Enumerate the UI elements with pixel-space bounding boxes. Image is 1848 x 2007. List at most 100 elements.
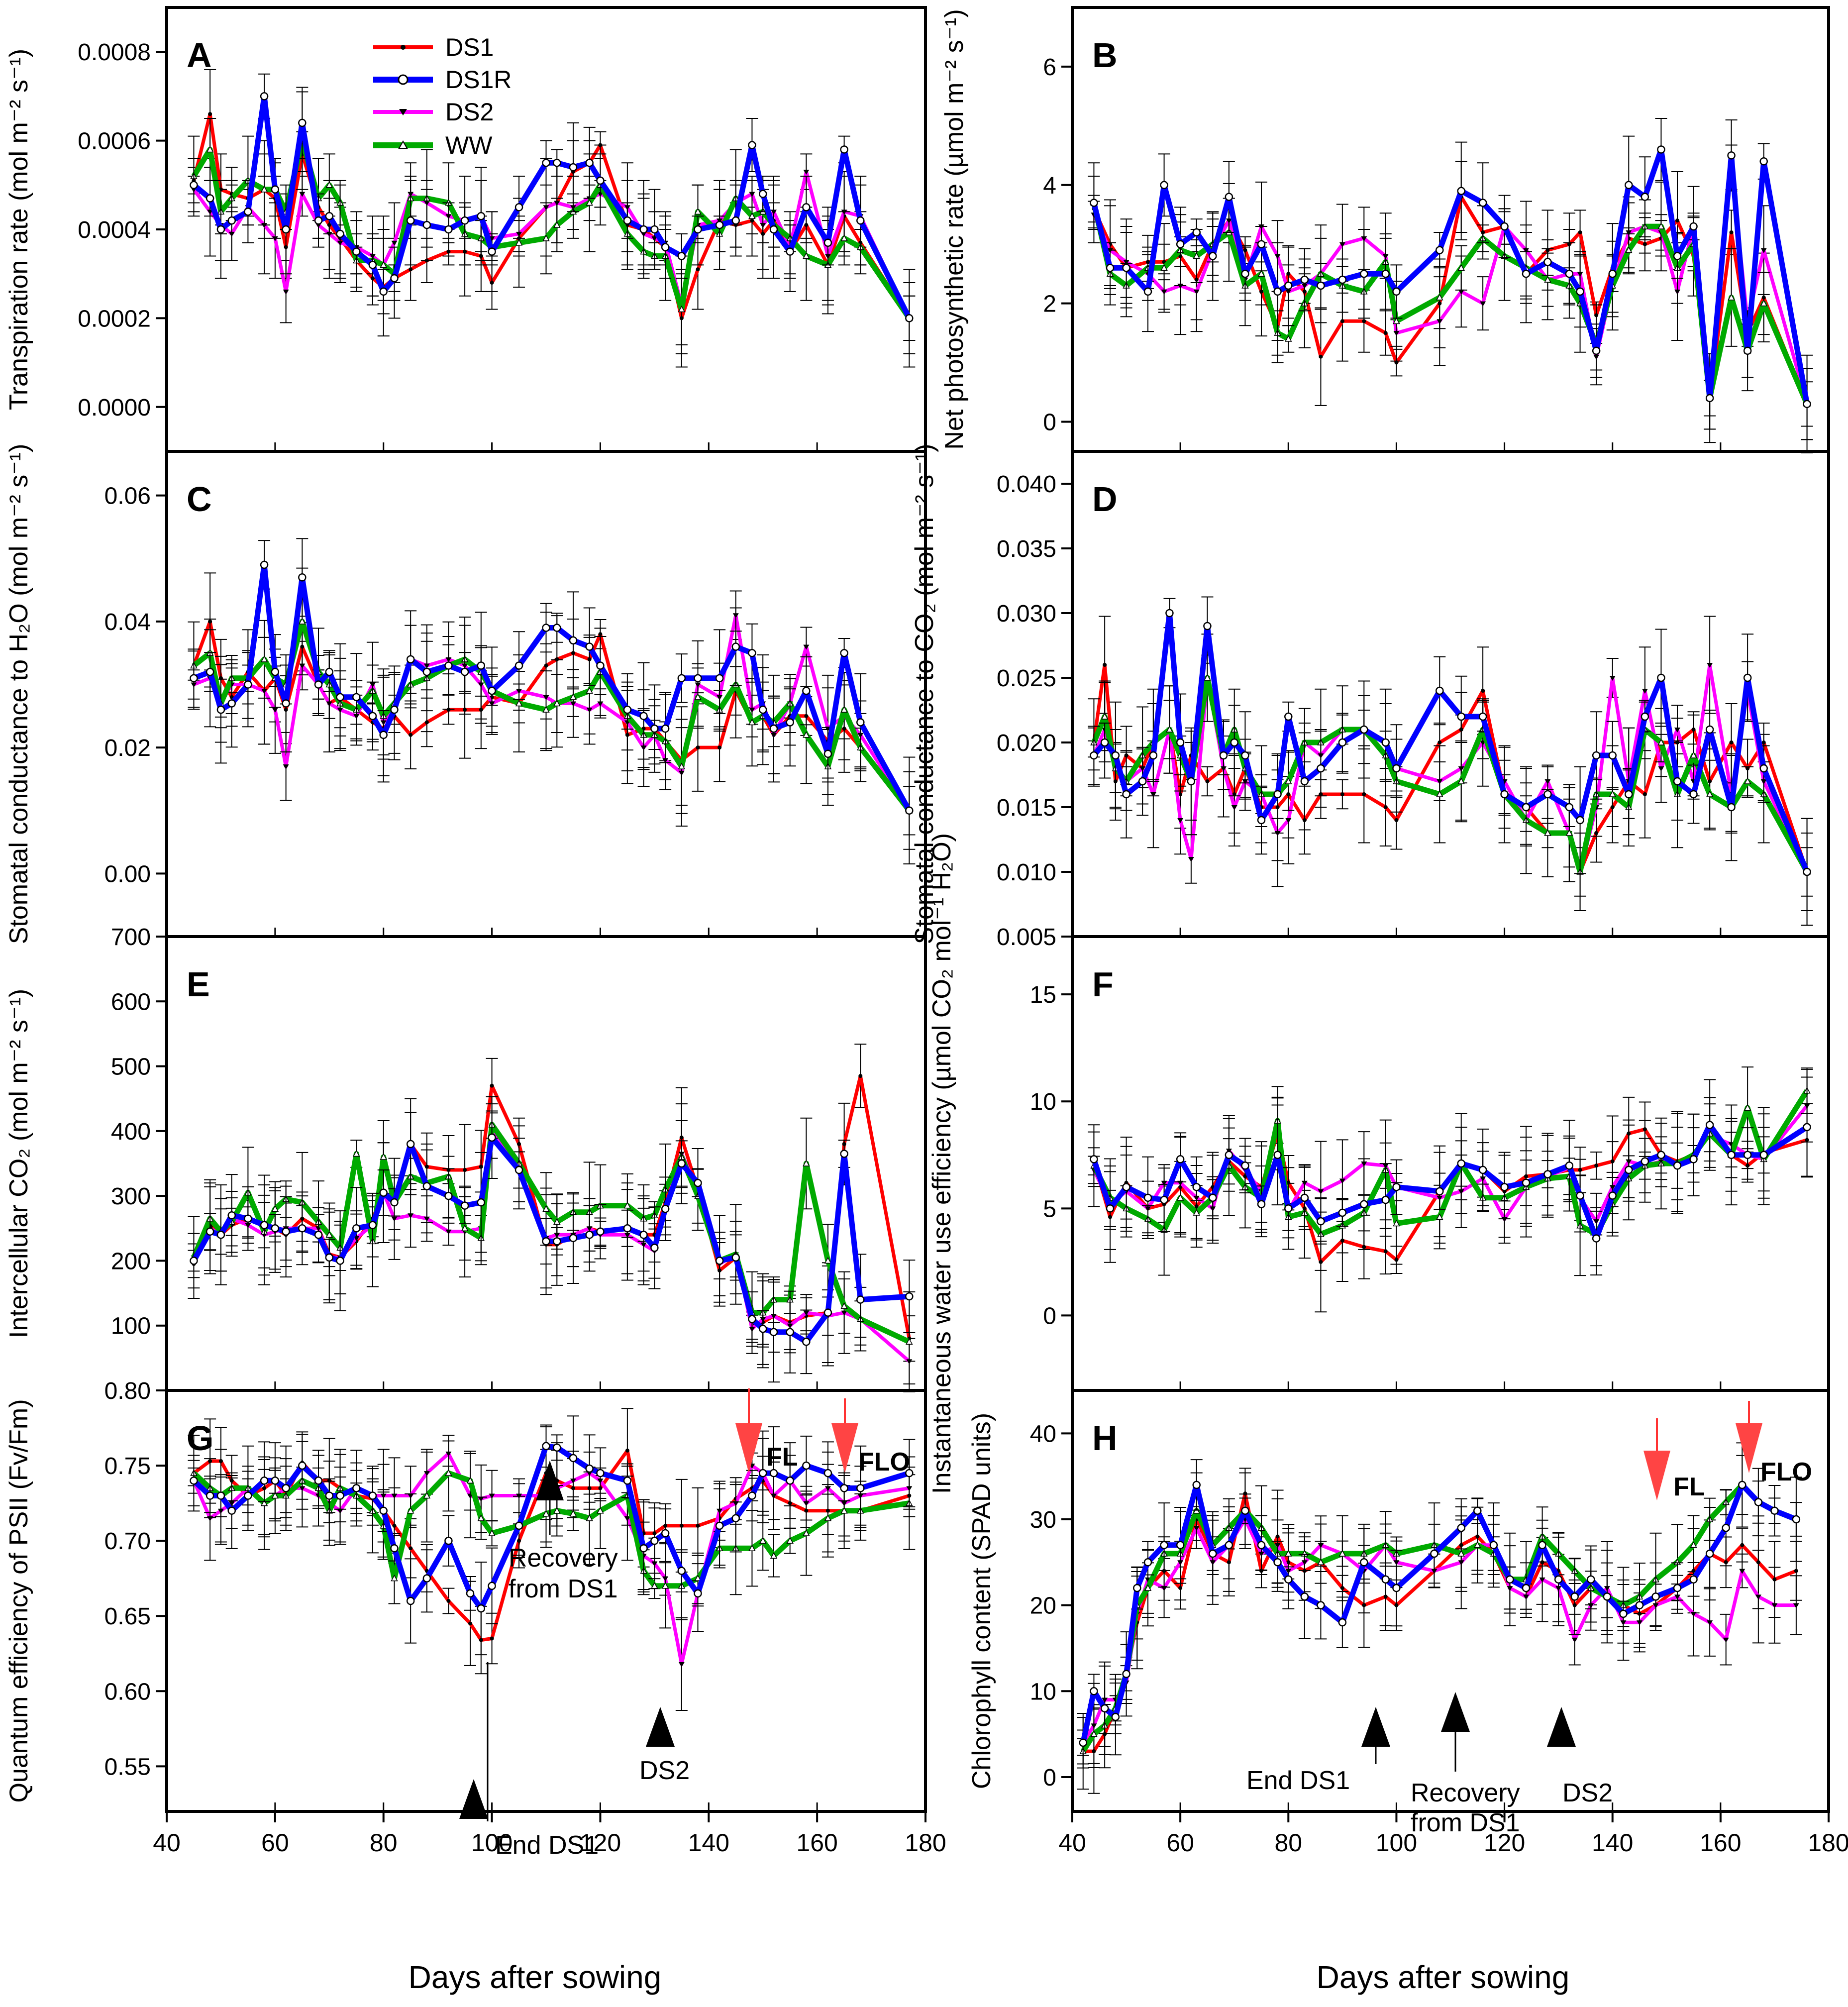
data-point bbox=[650, 1244, 659, 1252]
series-ds1r bbox=[1088, 118, 1813, 453]
data-point bbox=[460, 667, 469, 676]
data-point bbox=[445, 1469, 452, 1476]
data-point bbox=[585, 1231, 594, 1239]
data-point bbox=[1188, 857, 1194, 862]
data-point bbox=[786, 1328, 794, 1336]
data-point bbox=[542, 158, 550, 167]
data-point bbox=[1284, 1204, 1293, 1213]
data-point bbox=[1609, 676, 1616, 681]
data-point bbox=[1284, 712, 1293, 721]
data-point bbox=[1177, 818, 1184, 823]
data-point bbox=[1543, 790, 1552, 799]
data-point bbox=[352, 693, 361, 702]
data-point bbox=[390, 705, 399, 714]
data-point bbox=[1457, 1159, 1465, 1168]
y-axis-label: Stomatal conductance to CO₂ (mol m⁻² s⁻¹… bbox=[910, 444, 939, 945]
data-point bbox=[1143, 1193, 1152, 1202]
data-point bbox=[553, 1507, 561, 1514]
data-point bbox=[553, 1218, 561, 1225]
data-point bbox=[336, 229, 344, 238]
data-point bbox=[1203, 622, 1212, 631]
data-point bbox=[205, 1227, 214, 1236]
data-point bbox=[1106, 1204, 1115, 1213]
data-point bbox=[1383, 805, 1388, 809]
data-point bbox=[1436, 246, 1444, 254]
data-point bbox=[244, 680, 252, 689]
data-point bbox=[1457, 264, 1465, 271]
data-point bbox=[1729, 230, 1734, 234]
data-point bbox=[1122, 1183, 1130, 1191]
data-point bbox=[1641, 193, 1649, 201]
data-point bbox=[1578, 230, 1582, 234]
data-point bbox=[444, 1191, 453, 1200]
data-point bbox=[596, 661, 605, 670]
data-point bbox=[715, 674, 724, 683]
data-point bbox=[823, 1308, 832, 1317]
y-tick-label: 0.04 bbox=[104, 609, 151, 635]
data-point bbox=[1160, 1195, 1168, 1204]
data-point bbox=[786, 718, 794, 727]
data-point bbox=[1744, 777, 1751, 784]
data-point bbox=[1706, 790, 1714, 797]
data-point bbox=[856, 1295, 865, 1304]
data-point bbox=[1300, 777, 1309, 786]
data-point bbox=[1360, 725, 1368, 734]
panel-letter: A bbox=[187, 36, 212, 75]
data-point bbox=[679, 1523, 684, 1528]
data-point bbox=[678, 1662, 685, 1667]
data-point bbox=[490, 1636, 494, 1641]
data-point bbox=[639, 712, 648, 721]
data-point bbox=[1150, 792, 1156, 797]
data-point bbox=[406, 655, 415, 664]
data-point bbox=[445, 1229, 452, 1235]
data-point bbox=[1674, 728, 1680, 733]
data-point bbox=[1500, 1183, 1509, 1191]
data-point bbox=[802, 1338, 811, 1346]
data-point bbox=[1457, 777, 1465, 784]
data-point bbox=[1625, 1165, 1633, 1174]
data-point bbox=[1317, 1217, 1325, 1226]
data-point bbox=[489, 1493, 495, 1499]
data-point bbox=[696, 267, 700, 272]
y-tick-label: 0.030 bbox=[997, 601, 1056, 627]
data-point bbox=[623, 1224, 632, 1233]
data-point bbox=[661, 724, 670, 733]
data-point bbox=[1500, 790, 1509, 799]
series-ds1r bbox=[188, 73, 916, 354]
data-point bbox=[1257, 270, 1265, 277]
data-point bbox=[858, 1074, 863, 1078]
data-point bbox=[1743, 673, 1752, 682]
data-point bbox=[1625, 181, 1633, 190]
data-point bbox=[1803, 400, 1811, 409]
series-ds1r bbox=[188, 538, 916, 850]
data-point bbox=[446, 1599, 451, 1603]
y-tick-label: 0.0002 bbox=[78, 306, 151, 332]
y-axis-label: Intercellular CO₂ (mol m⁻² s⁻¹) bbox=[4, 989, 33, 1338]
data-point bbox=[368, 261, 377, 269]
y-tick-label: 0.010 bbox=[997, 859, 1056, 886]
data-point bbox=[1160, 181, 1168, 190]
data-point bbox=[639, 1231, 648, 1239]
y-tick-label: 5 bbox=[1043, 1196, 1056, 1222]
data-point bbox=[1744, 1104, 1751, 1111]
data-point bbox=[759, 1537, 767, 1544]
data-point bbox=[731, 216, 740, 225]
data-point bbox=[514, 203, 523, 211]
data-point bbox=[422, 667, 431, 676]
x-tick-label: 140 bbox=[688, 1829, 729, 1857]
data-point bbox=[1625, 246, 1633, 253]
data-point bbox=[906, 1338, 913, 1345]
data-point bbox=[1205, 779, 1210, 783]
data-point bbox=[1743, 1151, 1752, 1160]
panel-letter: E bbox=[187, 965, 210, 1004]
data-point bbox=[1187, 777, 1196, 786]
data-point bbox=[325, 667, 334, 676]
data-point bbox=[553, 221, 561, 228]
data-point bbox=[1300, 275, 1309, 284]
data-point bbox=[1160, 264, 1168, 271]
data-point bbox=[694, 1178, 702, 1187]
data-point bbox=[1729, 740, 1734, 744]
data-point bbox=[840, 145, 848, 154]
panel-letter: C bbox=[187, 480, 212, 519]
data-point bbox=[1106, 264, 1115, 272]
